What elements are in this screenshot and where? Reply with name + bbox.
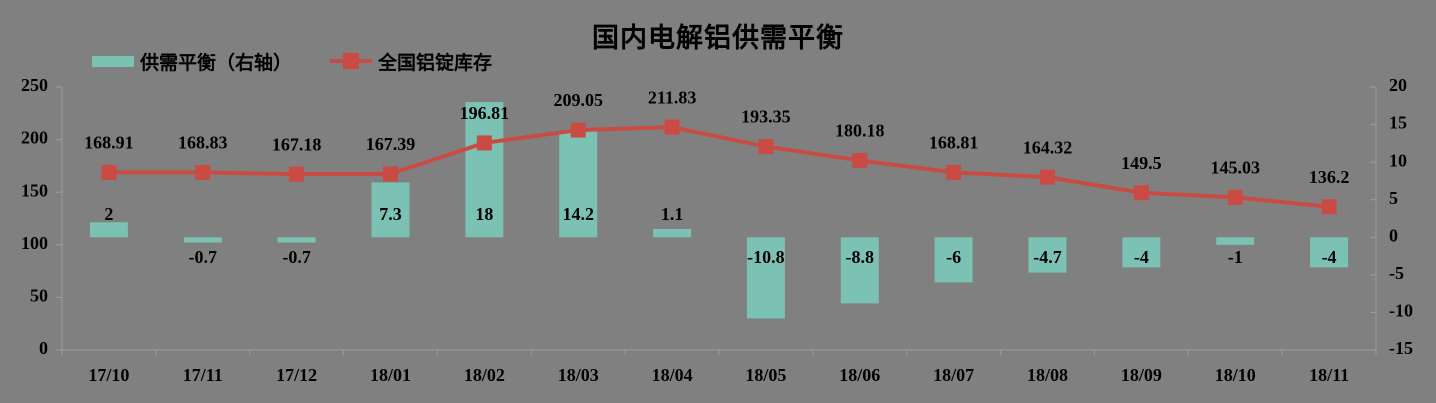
balance-bar (183, 237, 222, 243)
balance-bar (559, 130, 598, 238)
bar-value-label: 18 (475, 204, 493, 224)
balance-bar (840, 237, 879, 304)
x-tick-label: 17/10 (88, 365, 129, 385)
line-marker-icon (1133, 185, 1149, 201)
right-axis-tick-label: 20 (1389, 75, 1407, 95)
right-axis-tick-label: 10 (1389, 150, 1407, 170)
x-tick-label: 18/09 (1121, 365, 1162, 385)
line-value-label: 168.91 (84, 132, 134, 152)
bar-value-label: -4.7 (1033, 247, 1062, 267)
line-marker-icon (289, 166, 305, 182)
line-marker-icon (1321, 199, 1337, 215)
legend-label-balance: 供需平衡（右轴） (140, 52, 293, 74)
bar-value-label: -10.8 (747, 247, 785, 267)
right-axis-tick-label: -10 (1389, 301, 1413, 321)
x-tick-label: 18/11 (1309, 365, 1349, 385)
line-value-label: 209.05 (553, 90, 603, 110)
left-axis-tick-label: 50 (30, 286, 48, 306)
line-marker-icon (1040, 169, 1055, 185)
legend-label-inventory: 全国铝锭库存 (378, 52, 493, 74)
line-value-label: 193.35 (741, 107, 791, 127)
x-tick-label: 18/01 (370, 365, 411, 385)
x-tick-label: 17/11 (183, 365, 223, 385)
line-value-label: 180.18 (835, 121, 885, 141)
left-axis-tick-label: 0 (39, 338, 48, 358)
balance-bar (1310, 237, 1349, 268)
line-value-label: 149.5 (1121, 153, 1162, 173)
x-tick-label: 18/02 (464, 365, 505, 385)
balance-bar (371, 182, 410, 238)
right-axis-tick-label: -15 (1389, 338, 1413, 358)
bar-value-label: -1 (1228, 247, 1243, 267)
balance-bar (746, 237, 785, 319)
balance-bar (1122, 237, 1161, 268)
x-tick-label: 18/07 (933, 365, 974, 385)
bar-value-label: 2 (104, 204, 113, 224)
x-tick-label: 18/03 (558, 365, 599, 385)
line-value-label: 196.81 (460, 103, 510, 123)
bar-value-label: -8.8 (846, 247, 875, 267)
bar-value-label: -4 (1322, 247, 1337, 267)
x-tick-label: 18/05 (745, 365, 786, 385)
balance-bar (1028, 237, 1067, 273)
x-tick-label: 18/10 (1215, 365, 1256, 385)
line-value-label: 168.83 (178, 133, 228, 153)
line-marker-icon (101, 164, 117, 180)
left-axis-tick-label: 200 (21, 128, 48, 148)
balance-bar (465, 102, 504, 238)
line-value-label: 168.81 (929, 133, 979, 153)
right-axis-tick-label: -5 (1389, 263, 1404, 283)
left-axis-tick-label: 100 (21, 233, 48, 253)
bar-value-label: 7.3 (379, 204, 402, 224)
line-marker-icon (758, 139, 774, 155)
inventory-line (108, 125, 1330, 209)
line-value-label: 211.83 (648, 87, 697, 107)
line-value-label: 164.32 (1023, 137, 1073, 157)
right-axis-tick-label: 15 (1389, 113, 1407, 133)
chart-title: 国内电解铝供需平衡 (592, 23, 844, 53)
bar-value-label: -0.7 (189, 247, 218, 267)
bar-series-swatch-icon (92, 55, 134, 67)
left-axis-tick-label: 150 (21, 180, 48, 200)
bar-value-label: -6 (946, 247, 961, 267)
line-value-label: 145.03 (1210, 158, 1260, 178)
balance-bar (1216, 237, 1255, 245)
x-tick-label: 18/08 (1027, 365, 1068, 385)
bar-value-label: -0.7 (282, 247, 311, 267)
chart-legend: 供需平衡（右轴） 全国铝锭库存 (92, 50, 493, 74)
left-axis-tick-label: 250 (21, 75, 48, 95)
line-marker-icon (946, 164, 962, 180)
x-tick-label: 18/04 (652, 365, 693, 385)
line-marker-icon (570, 122, 586, 138)
line-marker-icon (852, 152, 868, 168)
balance-bar (89, 222, 128, 238)
balance-bar (653, 229, 692, 238)
bar-value-label: 1.1 (661, 204, 684, 224)
line-series-marker-icon (330, 53, 373, 69)
x-tick-label: 18/06 (839, 365, 880, 385)
right-axis-tick-label: 0 (1389, 225, 1398, 245)
bar-value-label: 14.2 (562, 204, 594, 224)
line-marker-icon (664, 119, 680, 135)
line-marker-icon (195, 164, 211, 180)
line-marker-icon (383, 166, 398, 182)
right-axis-tick-label: 5 (1389, 188, 1398, 208)
line-marker-icon (476, 135, 492, 151)
line-marker-icon (1227, 189, 1243, 205)
line-value-label: 136.2 (1309, 167, 1350, 187)
balance-bar (934, 237, 973, 283)
bar-value-label: -4 (1134, 247, 1149, 267)
x-tick-label: 17/12 (276, 365, 317, 385)
line-value-label: 167.18 (272, 134, 322, 154)
balance-bar (277, 237, 316, 243)
line-value-label: 167.39 (366, 134, 416, 154)
